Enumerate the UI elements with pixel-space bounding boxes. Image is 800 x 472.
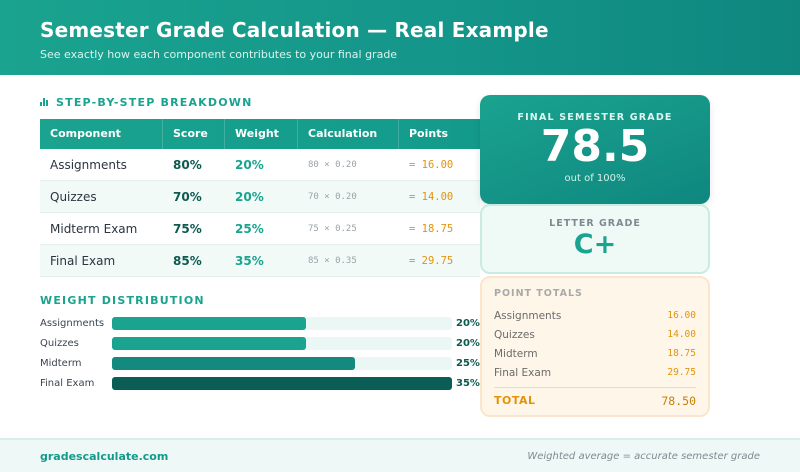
- weight-bar-percent: 20%: [456, 338, 480, 349]
- col-calculation: Calculation: [298, 119, 399, 149]
- weight-bar-row: Quizzes 20%: [40, 337, 480, 351]
- page-title: Semester Grade Calculation — Real Exampl…: [40, 18, 549, 42]
- weight-bar-track: [112, 357, 452, 370]
- weight-bar-label: Final Exam: [40, 378, 95, 389]
- cell-points: = 29.75: [409, 255, 454, 267]
- cell-calculation: 85 × 0.35: [308, 256, 357, 266]
- cell-points: = 16.00: [409, 159, 454, 171]
- cell-component: Assignments: [50, 158, 127, 172]
- cell-component: Final Exam: [50, 254, 116, 268]
- breakdown-heading: STEP-BY-STEP BREAKDOWN: [40, 96, 253, 109]
- cell-weight: 25%: [235, 222, 264, 236]
- point-total-line: Assignments 16.00: [494, 310, 696, 323]
- weight-bar-track: [112, 377, 452, 390]
- point-total-name: Assignments: [494, 310, 562, 322]
- weight-bar-row: Final Exam 35%: [40, 377, 480, 391]
- weight-bar-fill: [112, 357, 355, 370]
- point-total-value: 14.00: [667, 329, 696, 340]
- cell-weight: 20%: [235, 158, 264, 172]
- cell-calculation: 80 × 0.20: [308, 160, 357, 170]
- cell-weight: 20%: [235, 190, 264, 204]
- breakdown-title: STEP-BY-STEP BREAKDOWN: [56, 96, 253, 109]
- weight-bar-track: [112, 317, 452, 330]
- weight-bar-percent: 35%: [456, 378, 480, 389]
- point-totals-card: POINT TOTALS Assignments 16.00 Quizzes 1…: [480, 276, 710, 417]
- bar-chart-icon: [40, 97, 50, 106]
- final-grade-value: 78.5: [540, 121, 650, 172]
- col-weight: Weight: [225, 119, 298, 149]
- letter-grade-label: LETTER GRADE: [549, 218, 641, 229]
- weight-bar-percent: 25%: [456, 358, 480, 369]
- weight-bar-label: Midterm: [40, 358, 82, 369]
- table-row: Quizzes 70% 20% 70 × 0.20 = 14.00: [40, 181, 480, 213]
- cell-score: 75%: [173, 222, 202, 236]
- weight-bar-label: Assignments: [40, 318, 105, 329]
- table-header: Component Score Weight Calculation Point…: [40, 119, 480, 149]
- cell-score: 70%: [173, 190, 202, 204]
- weight-bar-track: [112, 337, 452, 350]
- table-row: Final Exam 85% 35% 85 × 0.35 = 29.75: [40, 245, 480, 277]
- footer-brand-link[interactable]: gradescalculate.com: [40, 450, 169, 463]
- point-total-line: Quizzes 14.00: [494, 329, 696, 342]
- weight-bar-row: Midterm 25%: [40, 357, 480, 371]
- weight-bar-label: Quizzes: [40, 338, 79, 349]
- point-totals-label: POINT TOTALS: [494, 288, 583, 299]
- page-header: Semester Grade Calculation — Real Exampl…: [0, 0, 800, 75]
- table-row: Assignments 80% 20% 80 × 0.20 = 16.00: [40, 149, 480, 181]
- point-total-line: Midterm 18.75: [494, 348, 696, 361]
- total-label: TOTAL: [494, 394, 536, 407]
- final-grade-sub: out of 100%: [564, 173, 626, 184]
- total-value: 78.50: [661, 394, 696, 408]
- point-total-line: Final Exam 29.75: [494, 367, 696, 380]
- col-points: Points: [409, 127, 449, 140]
- point-total-name: Midterm: [494, 348, 538, 360]
- cell-score: 85%: [173, 254, 202, 268]
- footer-tagline: Weighted average = accurate semester gra…: [527, 451, 760, 462]
- final-grade-card: FINAL SEMESTER GRADE 78.5 out of 100%: [480, 95, 710, 204]
- cell-component: Midterm Exam: [50, 222, 138, 236]
- cell-weight: 35%: [235, 254, 264, 268]
- cell-points: = 18.75: [409, 223, 454, 235]
- table-row: Midterm Exam 75% 25% 75 × 0.25 = 18.75: [40, 213, 480, 245]
- cell-calculation: 70 × 0.20: [308, 192, 357, 202]
- col-component: Component: [40, 119, 163, 149]
- cell-component: Quizzes: [50, 190, 97, 204]
- weight-bar-percent: 20%: [456, 318, 480, 329]
- point-total-value: 16.00: [667, 310, 696, 321]
- divider: [494, 387, 696, 388]
- cell-points: = 14.00: [409, 191, 454, 203]
- weight-bar-fill: [112, 377, 452, 390]
- weight-bar-fill: [112, 337, 306, 350]
- breakdown-table: Component Score Weight Calculation Point…: [40, 119, 480, 277]
- point-total-name: Final Exam: [494, 367, 552, 379]
- letter-grade-card: LETTER GRADE C+: [480, 204, 710, 274]
- weight-bar-fill: [112, 317, 306, 330]
- page-subtitle: See exactly how each component contribut…: [40, 48, 398, 61]
- page-footer: gradescalculate.com Weighted average = a…: [0, 438, 800, 472]
- point-total-value: 29.75: [667, 367, 696, 378]
- col-score: Score: [163, 119, 225, 149]
- final-grade-label: FINAL SEMESTER GRADE: [517, 112, 673, 123]
- weight-distribution-title: WEIGHT DISTRIBUTION: [40, 294, 205, 307]
- point-total-value: 18.75: [667, 348, 696, 359]
- letter-grade-value: C+: [573, 229, 617, 260]
- point-total-sum: TOTAL 78.50: [494, 394, 696, 408]
- cell-score: 80%: [173, 158, 202, 172]
- weight-bar-row: Assignments 20%: [40, 317, 480, 331]
- cell-calculation: 75 × 0.25: [308, 224, 357, 234]
- point-total-name: Quizzes: [494, 329, 535, 341]
